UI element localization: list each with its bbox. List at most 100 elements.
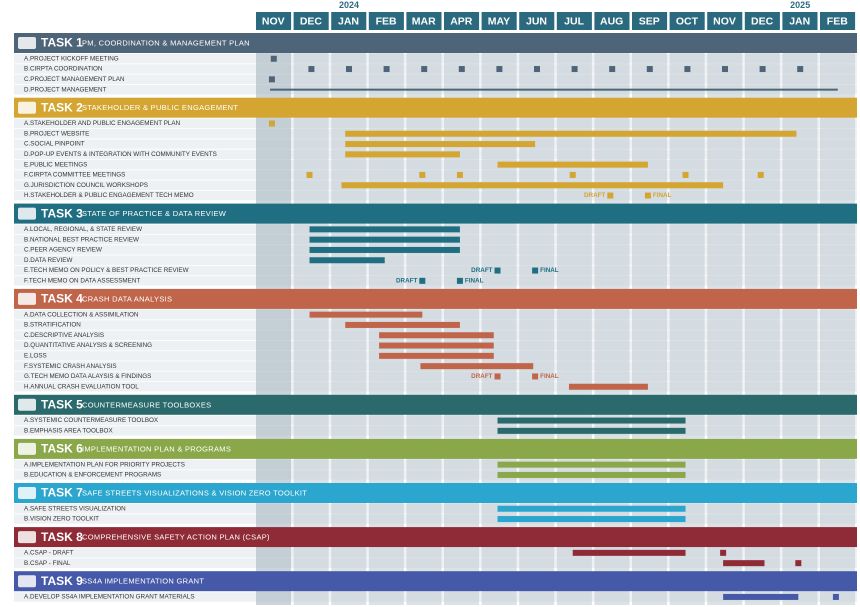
milestone: [571, 66, 578, 73]
row-label: H.STAKEHOLDER & PUBLIC ENGAGEMENT TECH M…: [24, 192, 194, 199]
year-label: 2024: [339, 0, 359, 10]
task-header: [14, 483, 857, 503]
task-number: TASK 8: [41, 530, 83, 544]
task-icon: [18, 207, 36, 220]
task-number: TASK 9: [41, 574, 83, 588]
bar: [341, 182, 724, 189]
milestone-label: FINAL: [653, 192, 672, 199]
task-number: TASK 4: [41, 292, 83, 306]
task-header: [14, 571, 857, 592]
milestone: [722, 66, 728, 73]
task-header: [14, 394, 857, 415]
milestone: [346, 66, 352, 73]
row-label: C.DESCRIPTIVE ANALYSIS: [24, 332, 104, 339]
month-label: DEC: [300, 15, 323, 27]
row-label: F.CIRPTA COMMITTEE MEETINGS: [24, 172, 125, 179]
row-label: D.DATA REVIEW: [24, 257, 72, 264]
task-number: TASK 6: [41, 442, 83, 456]
row-label: A.IMPLEMENTATION PLAN FOR PRIORITY PROJE…: [24, 461, 185, 468]
task-number: TASK 7: [41, 486, 83, 500]
milestone: [757, 171, 764, 178]
month-label: DEC: [751, 15, 774, 27]
bar: [309, 236, 460, 243]
milestone-label: FINAL: [540, 267, 559, 274]
month-header: [556, 12, 592, 30]
bar: [309, 257, 385, 264]
task-number: TASK 2: [41, 100, 83, 114]
month-label: JAN: [789, 15, 810, 27]
row-label: A.CSAP - DRAFT: [24, 550, 74, 557]
task-icon: [18, 487, 36, 499]
row-label: C.PROJECT MANAGEMENT PLAN: [24, 76, 125, 83]
month-header: [782, 12, 818, 30]
milestone-label: DRAFT: [471, 267, 492, 274]
row-label: B.STRATIFICATION: [24, 322, 81, 329]
task-icon: [18, 531, 36, 544]
month-header: [632, 12, 668, 30]
task-title: STAKEHOLDER & PUBLIC ENGAGEMENT: [82, 103, 238, 112]
task-icon: [18, 442, 36, 455]
row-label: E.LOSS: [24, 353, 47, 360]
milestone: [534, 66, 540, 73]
task-number: TASK 5: [41, 397, 83, 411]
row-label: F.TECH MEMO ON DATA ASSESSMENT: [24, 278, 140, 285]
row-label: A.STAKEHOLDER AND PUBLIC ENGAGEMENT PLAN: [24, 120, 181, 127]
milestone: [569, 171, 576, 178]
bar: [497, 461, 686, 468]
month-column: [782, 33, 818, 605]
milestone: [270, 55, 277, 62]
milestone: [494, 267, 501, 274]
month-label: NOV: [713, 15, 736, 27]
row-label: B.NATIONAL BEST PRACTICE REVIEW: [24, 236, 139, 243]
bar: [379, 352, 494, 359]
row-label: G.JURISDICTION COUNCIL WORKSHOPS: [24, 182, 148, 189]
month-label: SEP: [639, 15, 660, 27]
year-label: 2025: [790, 0, 810, 10]
row-label: A.SAFE STREETS VISUALIZATION: [24, 505, 126, 512]
row-label: D.PROJECT MANAGEMENT: [24, 86, 107, 93]
task-icon: [18, 292, 36, 305]
task-header: [14, 33, 857, 53]
month-header: [669, 12, 705, 30]
milestone: [684, 66, 691, 73]
task-header: [14, 97, 857, 118]
bar: [723, 560, 765, 567]
milestone-label: DRAFT: [471, 373, 492, 380]
task-number: TASK 3: [41, 206, 83, 220]
milestone-label: DRAFT: [396, 278, 417, 285]
milestone: [306, 171, 313, 178]
row-label: B.EDUCATION & ENFORCEMENT PROGRAMS: [24, 472, 161, 479]
month-header: [293, 12, 329, 30]
bar: [420, 363, 534, 370]
row-label: H.ANNUAL CRASH EVALUATION TOOL: [24, 383, 139, 390]
milestone: [682, 171, 689, 178]
row-label: A.PROJECT KICKOFF MEETING: [24, 55, 119, 62]
milestone: [759, 66, 766, 73]
month-header: [444, 12, 480, 30]
milestone: [458, 66, 465, 73]
month-header: [406, 12, 442, 30]
month-column: [707, 33, 743, 605]
milestone: [494, 373, 501, 380]
milestone: [419, 277, 426, 284]
task-title: COUNTERMEASURE TOOLBOXES: [82, 400, 211, 409]
bar: [309, 226, 460, 233]
bar: [497, 427, 686, 434]
task-title: IMPLEMENTATION PLAN & PROGRAMS: [82, 444, 231, 453]
month-label: JAN: [338, 15, 359, 27]
task-number: TASK 1: [41, 36, 83, 50]
month-column: [256, 33, 292, 605]
milestone-label: FINAL: [540, 373, 559, 380]
task-icon: [18, 398, 36, 411]
milestone: [268, 120, 275, 127]
row-label: E.TECH MEMO ON POLICY & BEST PRACTICE RE…: [24, 267, 189, 274]
row-label: A.DEVELOP SS4A IMPLEMENTATION GRANT MATE…: [24, 594, 195, 601]
milestone: [308, 66, 315, 73]
row-label: A.SYSTEMIC COUNTERMEASURE TOOLBOX: [24, 417, 159, 424]
task-title: SAFE STREETS VISUALIZATIONS & VISION ZER…: [82, 488, 307, 497]
row-label: C.PEER AGENCY REVIEW: [24, 247, 102, 254]
milestone: [532, 267, 539, 274]
bar: [270, 88, 838, 91]
milestone: [832, 593, 839, 600]
